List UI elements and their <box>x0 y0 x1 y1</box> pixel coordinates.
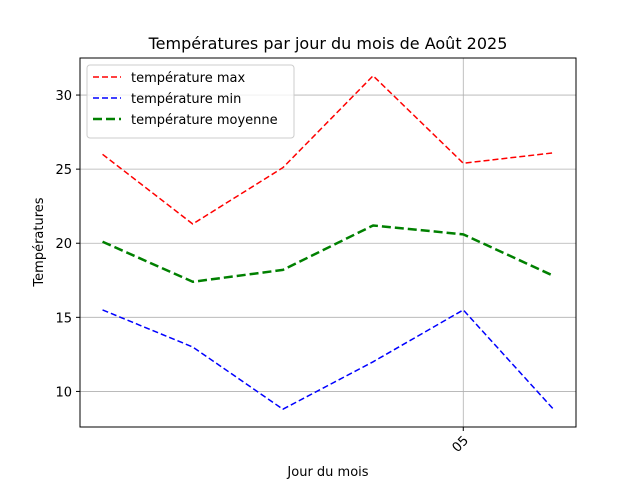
legend-label-1: température max <box>131 71 245 86</box>
y-tick-label: 30 <box>55 89 72 104</box>
series-line-1 <box>102 75 554 225</box>
legend: température max température min températur… <box>86 64 295 139</box>
y-tick-label: 15 <box>55 311 72 326</box>
legend-box <box>86 64 295 139</box>
y-tick-label: 25 <box>55 163 72 178</box>
series-line-2 <box>102 309 555 410</box>
x-axis-label: Jour du mois <box>286 465 368 480</box>
grid-layer <box>80 58 576 427</box>
y-tick-label: 20 <box>55 237 72 252</box>
plot-frame <box>79 57 577 428</box>
series-line-3 <box>102 224 554 284</box>
y-tick-label: 10 <box>55 385 72 400</box>
legend-label-3: température moyenne <box>131 113 278 128</box>
series-layer <box>102 75 555 410</box>
y-axis-label: Températures <box>32 197 47 287</box>
legend-label-2: température min <box>131 92 241 107</box>
chart-title: Températures par jour du mois de Août 20… <box>148 34 508 53</box>
